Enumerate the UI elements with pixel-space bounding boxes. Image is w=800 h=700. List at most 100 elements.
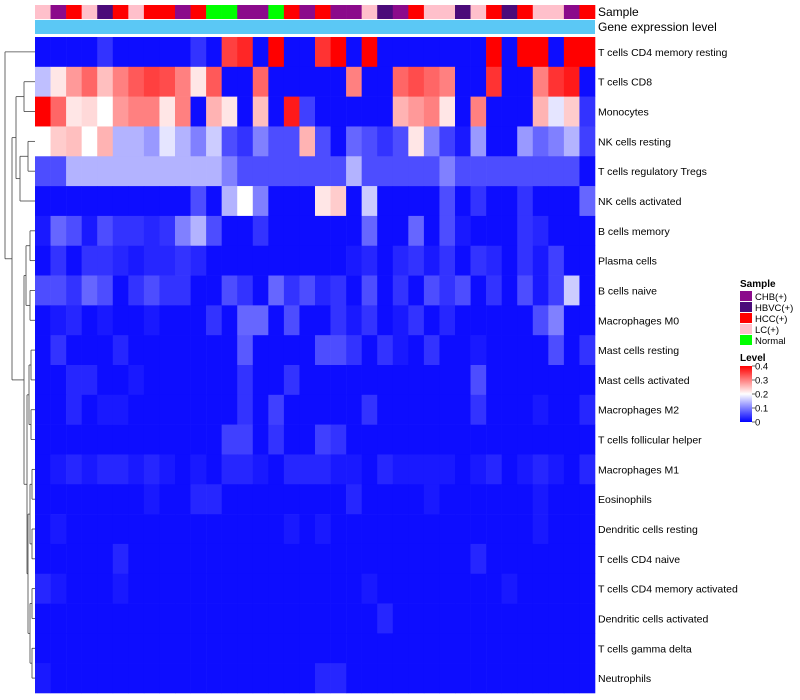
heatmap-cell (50, 275, 67, 306)
heatmap-cell (190, 305, 207, 336)
heatmap-cell (455, 603, 471, 634)
heatmap-cell (532, 126, 549, 157)
heatmap-cell (159, 365, 176, 396)
heatmap-cell (501, 424, 518, 455)
heatmap-cell (283, 215, 300, 247)
heatmap-cell (81, 186, 98, 217)
heatmap-cell (408, 394, 425, 425)
heatmap-cell (470, 275, 487, 306)
heatmap-cell (517, 66, 534, 97)
heatmap-cell (501, 603, 518, 634)
heatmap-cell (501, 365, 518, 396)
heatmap-cell (81, 603, 98, 634)
heatmap-cell (579, 215, 596, 247)
sample-annotation-cell (252, 5, 269, 19)
heatmap-cell (579, 305, 596, 336)
heatmap-cell (548, 245, 565, 276)
heatmap-cell (50, 37, 67, 68)
heatmap-cell (455, 543, 471, 575)
heatmap-cell (50, 96, 67, 127)
heatmap-cell (252, 663, 269, 694)
heatmap-cell (252, 156, 269, 187)
sample-annotation-cell (408, 5, 425, 19)
heatmap-cell (206, 305, 222, 336)
heatmap-cell (159, 245, 176, 276)
heatmap-cell (455, 245, 471, 276)
heatmap-cell (252, 245, 269, 276)
heatmap-cell (517, 424, 534, 455)
heatmap-cell (377, 156, 394, 187)
heatmap-cell (190, 37, 207, 68)
heatmap-cell (283, 394, 300, 425)
heatmap-cell (361, 156, 378, 187)
heatmap-cell (330, 573, 347, 604)
heatmap-cell (423, 394, 440, 425)
heatmap-cell (112, 245, 129, 276)
heatmap-cell (579, 37, 596, 68)
heatmap-cell (486, 275, 502, 306)
heatmap-cell (346, 514, 362, 545)
heatmap-cell (361, 454, 378, 485)
heatmap-cell (190, 514, 207, 545)
heatmap-cell (377, 215, 394, 247)
heatmap-cell (35, 424, 51, 455)
heatmap-cell (128, 365, 145, 396)
heatmap-cell (470, 543, 487, 575)
heatmap-cell (299, 37, 316, 68)
heatmap-cell (221, 37, 238, 68)
heatmap-cell (252, 37, 269, 68)
heatmap-cell (268, 215, 285, 247)
heatmap-cell (50, 543, 67, 575)
heatmap-cell (299, 156, 316, 187)
heatmap-cell (190, 275, 207, 306)
heatmap-cell (299, 126, 316, 157)
heatmap-cell (128, 603, 145, 634)
heatmap-cell (361, 543, 378, 575)
heatmap-cell (346, 454, 362, 485)
heatmap-cell (486, 514, 502, 545)
heatmap-cell (112, 37, 129, 68)
heatmap-cell (252, 543, 269, 575)
heatmap-cell (423, 573, 440, 604)
heatmap-cell (455, 37, 471, 68)
heatmap-cell (128, 245, 145, 276)
heatmap-cell (237, 275, 254, 306)
heatmap-cell (159, 454, 176, 485)
heatmap-cell (439, 603, 456, 634)
heatmap-cell (143, 96, 160, 127)
heatmap-cell (377, 37, 394, 68)
heatmap-cell (377, 424, 394, 455)
heatmap-cell (97, 573, 114, 604)
heatmap-cell (66, 335, 82, 366)
heatmap-cell (206, 37, 222, 68)
heatmap-cell (175, 424, 191, 455)
level-tick-label: 0.1 (755, 404, 768, 415)
heatmap-cell (563, 156, 580, 187)
heatmap-cell (143, 573, 160, 604)
heatmap-cell (579, 424, 596, 455)
heatmap-cell (190, 245, 207, 276)
heatmap-cell (439, 484, 456, 515)
row-label: T cells CD4 memory activated (598, 584, 738, 596)
heatmap-cell (486, 37, 502, 68)
heatmap-cell (470, 573, 487, 604)
heatmap-cell (315, 96, 331, 127)
heatmap-cell (548, 215, 565, 247)
heatmap-cell (548, 186, 565, 217)
heatmap-cell (206, 365, 222, 396)
row-label: Mast cells activated (598, 375, 690, 387)
sample-annotation-cell (35, 5, 51, 19)
heatmap-cell (346, 215, 362, 247)
heatmap-cell (439, 633, 456, 664)
heatmap-cell (330, 394, 347, 425)
heatmap-cell (455, 126, 471, 157)
heatmap-cell (112, 573, 129, 604)
heatmap-cell (299, 186, 316, 217)
heatmap-cell (517, 573, 534, 604)
heatmap-cell (143, 126, 160, 157)
heatmap-cell (455, 335, 471, 366)
heatmap-cell (221, 424, 238, 455)
heatmap-cell (563, 514, 580, 545)
heatmap-cell (346, 484, 362, 515)
heatmap-cell (35, 484, 51, 515)
